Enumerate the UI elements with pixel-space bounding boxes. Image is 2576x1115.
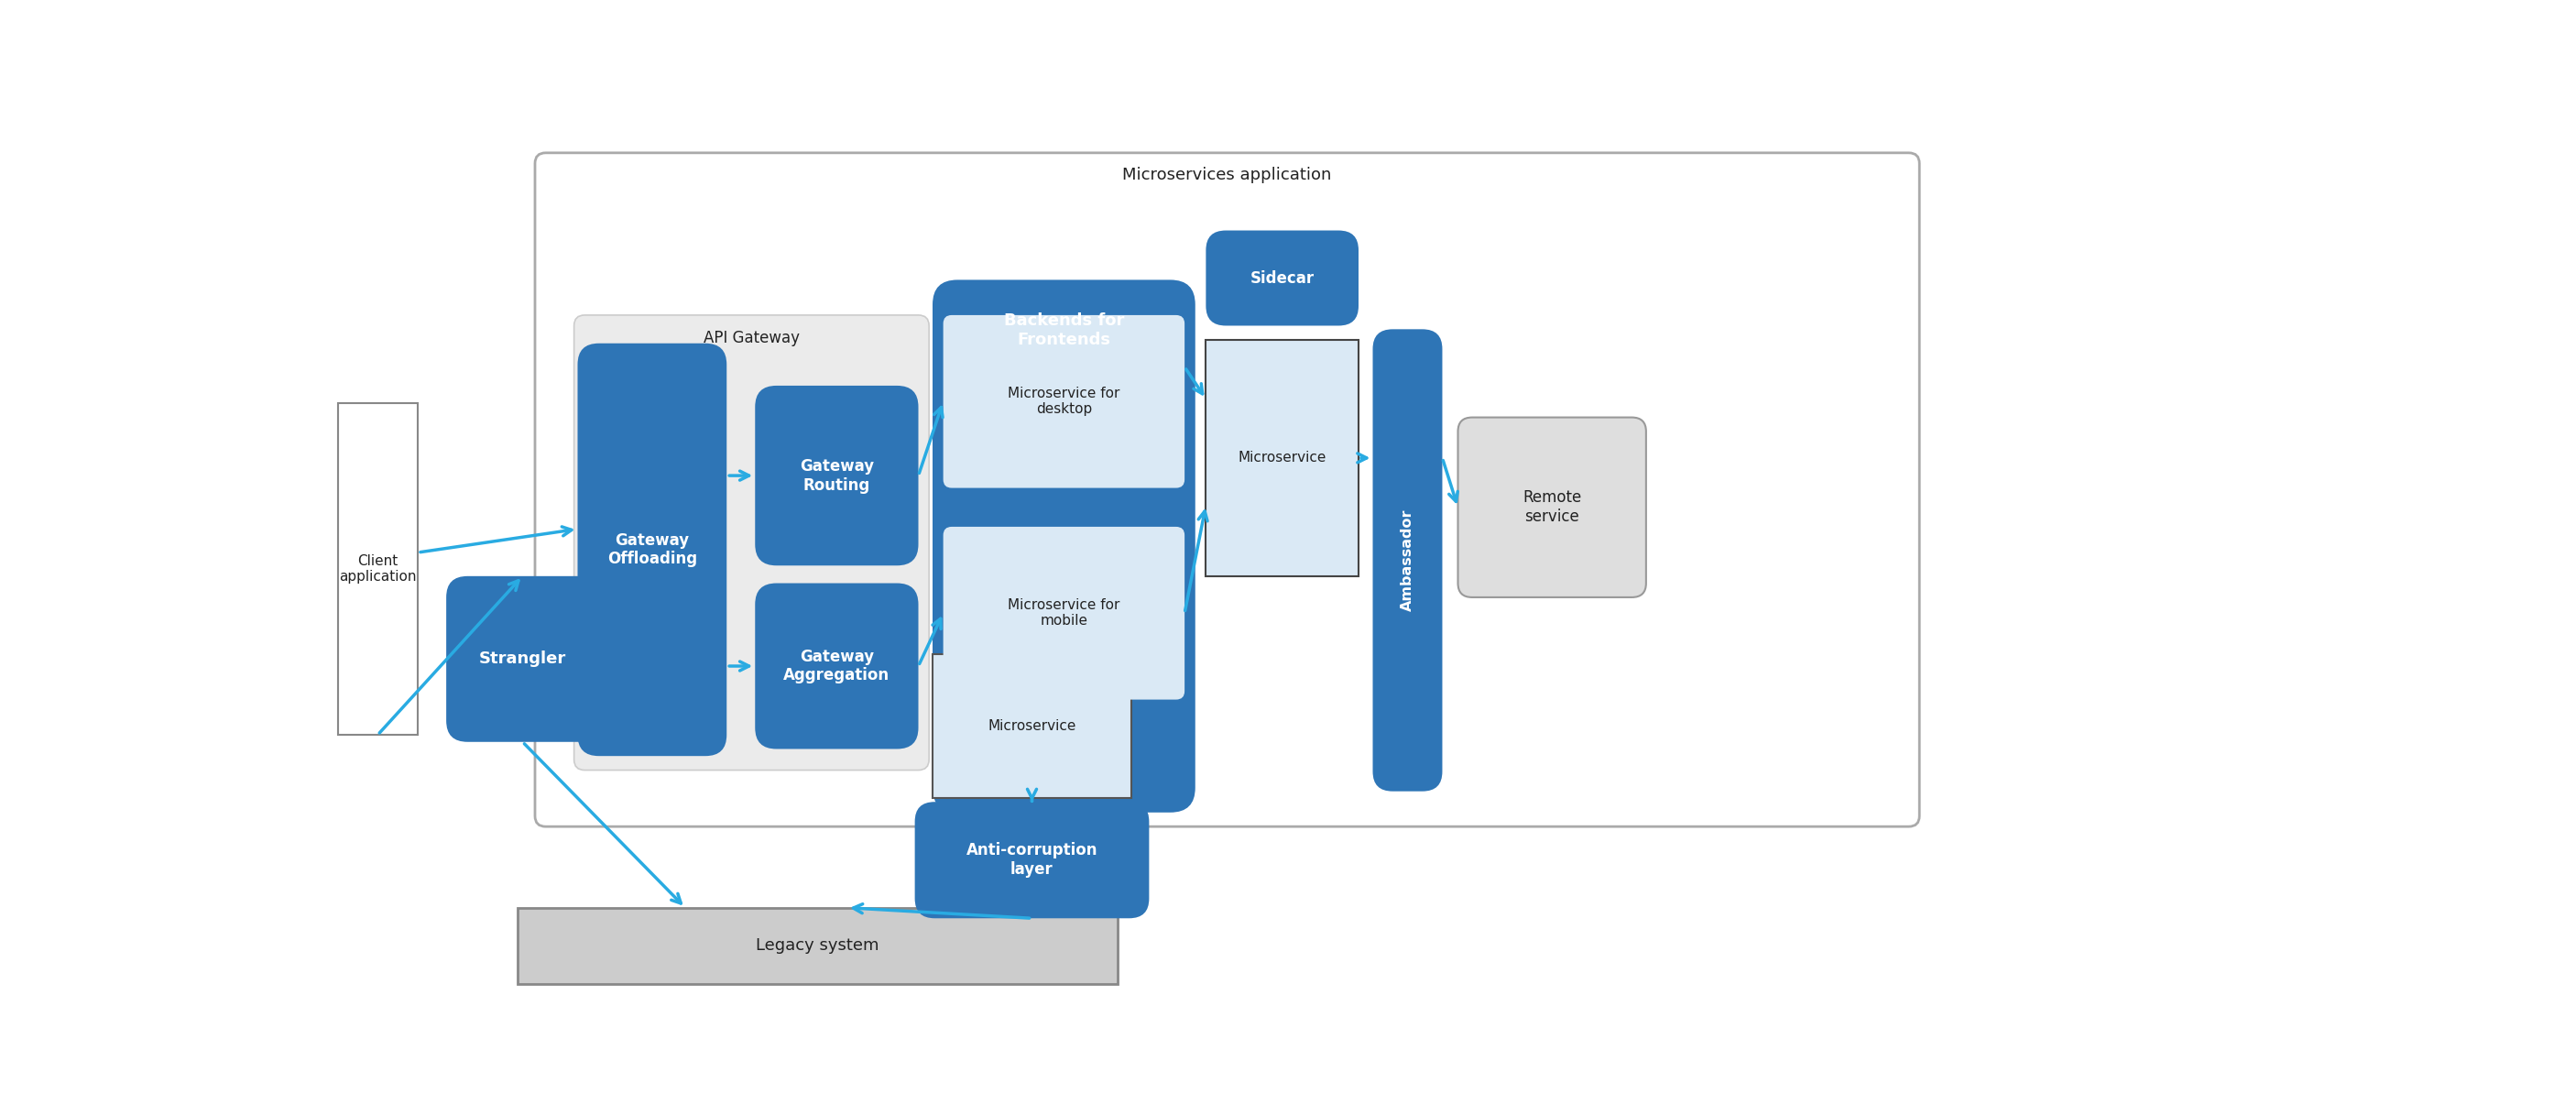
FancyBboxPatch shape	[1458, 417, 1646, 598]
Text: Gateway
Offloading: Gateway Offloading	[608, 532, 698, 568]
FancyBboxPatch shape	[574, 316, 930, 770]
FancyBboxPatch shape	[1373, 329, 1443, 792]
Text: Microservice for
desktop: Microservice for desktop	[1007, 387, 1121, 416]
FancyBboxPatch shape	[943, 316, 1185, 488]
FancyBboxPatch shape	[933, 280, 1195, 813]
Text: Sidecar: Sidecar	[1249, 270, 1314, 287]
Text: Strangler: Strangler	[479, 651, 567, 667]
FancyBboxPatch shape	[577, 343, 726, 756]
Text: Ambassador: Ambassador	[1401, 510, 1414, 611]
Bar	[1206, 340, 1358, 576]
Text: Backends for
Frontends: Backends for Frontends	[1005, 313, 1123, 348]
Bar	[337, 404, 417, 735]
Text: Legacy system: Legacy system	[755, 938, 878, 954]
FancyBboxPatch shape	[755, 386, 920, 565]
Text: Gateway
Aggregation: Gateway Aggregation	[783, 648, 889, 683]
Text: Microservice: Microservice	[1239, 452, 1327, 465]
Bar	[933, 653, 1131, 798]
FancyBboxPatch shape	[536, 153, 1919, 826]
Text: API Gateway: API Gateway	[703, 329, 799, 346]
Text: Anti-corruption
layer: Anti-corruption layer	[966, 842, 1097, 878]
FancyBboxPatch shape	[914, 802, 1149, 919]
Text: Microservice for
mobile: Microservice for mobile	[1007, 599, 1121, 628]
Bar	[518, 908, 1118, 983]
Text: Microservice: Microservice	[987, 719, 1077, 733]
FancyBboxPatch shape	[943, 526, 1185, 699]
FancyBboxPatch shape	[1206, 231, 1358, 326]
Text: Gateway
Routing: Gateway Routing	[799, 458, 873, 493]
Text: Remote
service: Remote service	[1522, 489, 1582, 525]
FancyBboxPatch shape	[755, 583, 920, 749]
Text: Client
application: Client application	[340, 554, 417, 584]
Text: Microservices application: Microservices application	[1123, 167, 1332, 184]
FancyBboxPatch shape	[446, 576, 598, 741]
